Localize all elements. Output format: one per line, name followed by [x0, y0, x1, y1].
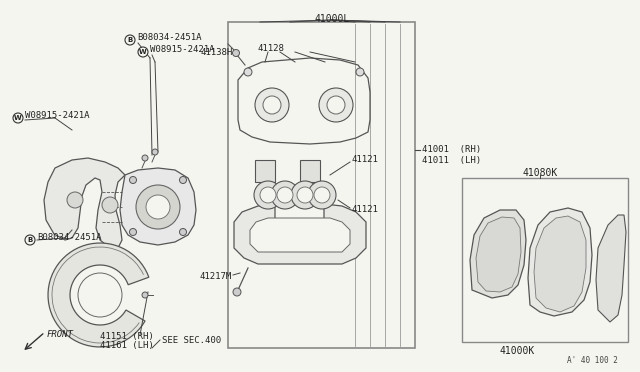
Circle shape	[78, 273, 122, 317]
Text: B: B	[127, 37, 132, 43]
Text: 41128: 41128	[258, 44, 285, 52]
Circle shape	[146, 195, 170, 219]
Text: B08034-2451A: B08034-2451A	[37, 232, 102, 241]
Circle shape	[129, 176, 136, 183]
Text: 41000L: 41000L	[314, 14, 349, 24]
Circle shape	[277, 187, 293, 203]
Circle shape	[136, 185, 180, 229]
Text: 41080K: 41080K	[522, 168, 557, 178]
Circle shape	[179, 176, 186, 183]
Polygon shape	[48, 243, 149, 347]
Text: 41121: 41121	[352, 155, 379, 164]
Text: W: W	[14, 115, 22, 121]
Circle shape	[356, 68, 364, 76]
Circle shape	[254, 181, 282, 209]
Polygon shape	[250, 218, 350, 252]
Circle shape	[129, 228, 136, 235]
Circle shape	[233, 288, 241, 296]
Circle shape	[25, 235, 35, 245]
Circle shape	[138, 47, 148, 57]
Bar	[462, 178, 628, 342]
Text: A' 40 100 2: A' 40 100 2	[566, 356, 618, 365]
Circle shape	[244, 68, 252, 76]
Polygon shape	[534, 216, 586, 312]
Circle shape	[263, 96, 281, 114]
Polygon shape	[528, 208, 592, 316]
Text: 41217M: 41217M	[200, 272, 232, 281]
Text: W08915-2421A: W08915-2421A	[25, 110, 90, 119]
Polygon shape	[255, 160, 275, 182]
Circle shape	[314, 187, 330, 203]
Circle shape	[102, 197, 118, 213]
Polygon shape	[476, 217, 521, 292]
Polygon shape	[120, 168, 196, 245]
Text: B: B	[28, 237, 33, 243]
Text: 41161 (LH): 41161 (LH)	[100, 341, 154, 350]
Circle shape	[142, 292, 148, 298]
Circle shape	[308, 181, 336, 209]
Circle shape	[179, 228, 186, 235]
Polygon shape	[596, 215, 626, 322]
Text: SEE SEC.400: SEE SEC.400	[162, 336, 221, 345]
Circle shape	[297, 187, 313, 203]
Circle shape	[327, 96, 345, 114]
Text: 41000K: 41000K	[500, 346, 535, 356]
Circle shape	[291, 181, 319, 209]
Circle shape	[13, 113, 23, 123]
Text: 41011  (LH): 41011 (LH)	[422, 156, 481, 165]
Text: 41151 (RH): 41151 (RH)	[100, 332, 154, 341]
Text: 41121: 41121	[352, 205, 379, 214]
Text: W08915-2421A: W08915-2421A	[150, 45, 214, 54]
Circle shape	[255, 88, 289, 122]
Circle shape	[232, 49, 239, 57]
Circle shape	[319, 88, 353, 122]
Circle shape	[142, 155, 148, 161]
Text: 41001  (RH): 41001 (RH)	[422, 145, 481, 154]
Text: W: W	[139, 49, 147, 55]
Polygon shape	[300, 160, 320, 182]
Circle shape	[125, 35, 135, 45]
Circle shape	[67, 192, 83, 208]
Circle shape	[152, 149, 158, 155]
Polygon shape	[234, 204, 366, 264]
Polygon shape	[470, 210, 526, 298]
Circle shape	[271, 181, 299, 209]
Text: 41138H: 41138H	[201, 48, 233, 57]
Polygon shape	[44, 158, 125, 248]
Bar	[228, 22, 415, 348]
Text: B08034-2451A: B08034-2451A	[137, 32, 202, 42]
Text: FRONT: FRONT	[47, 330, 74, 339]
Circle shape	[260, 187, 276, 203]
